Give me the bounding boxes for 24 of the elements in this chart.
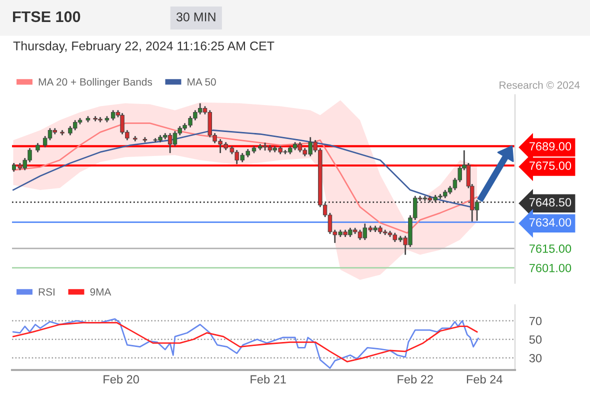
candlestick: [36, 142, 40, 153]
x-tick-label: Feb 22: [398, 374, 433, 384]
y-tick-label: 50: [529, 335, 542, 344]
y-tick-label: 7601.00: [529, 264, 572, 272]
legend-label: 9MA: [90, 288, 112, 296]
y-tick-label: 7675.00: [529, 162, 572, 170]
legend-label: MA 50: [188, 78, 216, 86]
line-series: [12, 318, 479, 369]
x-tick-label: Feb 21: [250, 374, 286, 384]
y-tick-label: 7689.00: [529, 142, 572, 151]
y-tick-label: 7648.50: [529, 198, 572, 207]
chart-subtitle: Thursday, February 22, 2024 11:16:25 AM CET: [13, 41, 274, 53]
text: Research © 2024: [500, 81, 580, 89]
legend-label: MA 20 + Bollinger Bands: [38, 78, 152, 88]
y-tick-label: 7634.00: [529, 218, 572, 227]
x-tick-label: Feb 24: [466, 374, 502, 384]
y-tick-label: 70: [529, 316, 542, 326]
chart-title: FTSE 100: [13, 11, 80, 22]
line-series: [12, 322, 478, 362]
legend-label: RSI: [38, 288, 54, 296]
y-tick-label: 30: [529, 354, 542, 362]
text: 30 MIN: [176, 12, 216, 22]
x-tick-label: Feb 20: [104, 374, 139, 384]
y-tick-label: 7615.00: [529, 244, 572, 253]
